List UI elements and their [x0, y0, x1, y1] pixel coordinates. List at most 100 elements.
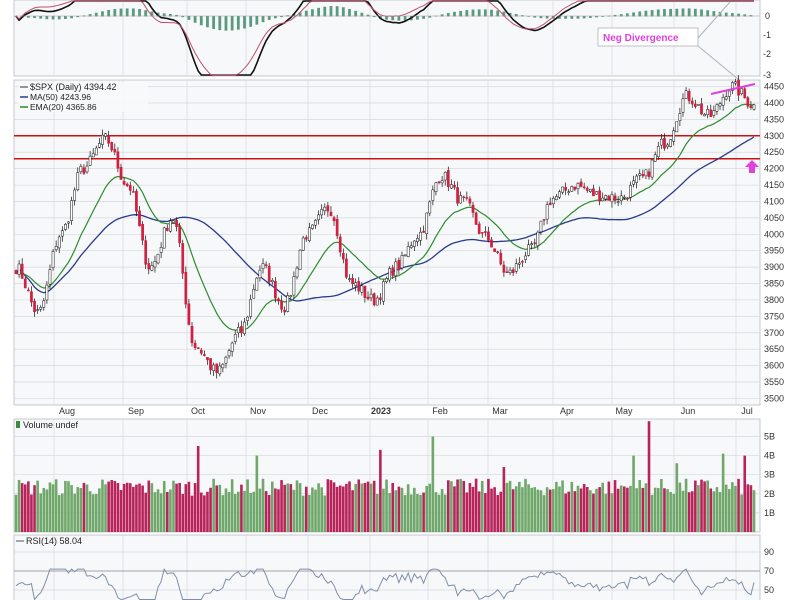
- candle-body: [465, 197, 469, 199]
- candle-body: [354, 282, 358, 286]
- candle-body: [369, 293, 373, 299]
- macd-histogram-bar: [391, 16, 395, 21]
- volume-bar: [267, 494, 271, 532]
- candle-body: [391, 267, 395, 276]
- volume-bar: [548, 489, 552, 532]
- volume-bar: [656, 488, 660, 532]
- candle-body: [715, 104, 719, 112]
- macd-histogram-bar: [187, 16, 191, 20]
- volume-bar: [431, 436, 435, 532]
- candle-body: [30, 291, 33, 303]
- volume-bar: [743, 455, 747, 532]
- macd-histogram-bar: [70, 16, 73, 19]
- candle-body: [341, 253, 345, 260]
- candle-body: [382, 281, 385, 302]
- candle-body: [326, 205, 330, 212]
- price-panel: 4450 4400 4350 4300 4250 4200 4150 4100 4050 4000…: [13, 75, 784, 416]
- volume-bar: [206, 491, 209, 532]
- macd-histogram-bar: [483, 9, 487, 17]
- volume-bar: [190, 495, 194, 532]
- volume-bar: [33, 485, 36, 532]
- macd-histogram-bar: [533, 16, 537, 18]
- candle-body: [236, 327, 240, 334]
- candle-body: [144, 240, 148, 265]
- volume-bar: [110, 480, 114, 532]
- x-axis-label: Apr: [560, 406, 574, 416]
- candle-body: [462, 196, 466, 198]
- volume-y-tick: 1B: [764, 508, 775, 518]
- volume-bar: [672, 493, 676, 532]
- macd-histogram-bar: [168, 14, 172, 17]
- candle-body: [187, 303, 191, 325]
- volume-bar: [428, 483, 432, 532]
- candle-body: [128, 185, 132, 191]
- volume-bar: [79, 488, 83, 532]
- macd-panel: 0 -1 -2 -3 Neg Divergence: [13, 0, 771, 85]
- volume-y-tick: 4B: [764, 451, 775, 461]
- price-y-tick: 3950: [764, 246, 784, 256]
- candle-body: [79, 166, 83, 173]
- candle-body: [323, 206, 327, 212]
- candle-body: [480, 232, 484, 234]
- volume-bar: [403, 495, 407, 532]
- candle-body: [209, 358, 212, 371]
- candle-body: [493, 248, 496, 252]
- volume-bar: [88, 491, 92, 532]
- volume-bar: [385, 479, 388, 532]
- volume-bar: [731, 482, 734, 532]
- candle-body: [527, 244, 530, 256]
- volume-bar: [595, 488, 598, 532]
- volume-bar: [354, 483, 357, 532]
- macd-histogram-bar: [700, 9, 703, 17]
- candle-body: [131, 191, 135, 193]
- volume-bar: [613, 480, 617, 532]
- volume-bar: [119, 490, 123, 532]
- candle-body: [641, 173, 645, 177]
- volume-bar: [425, 485, 428, 532]
- volume-bar: [687, 492, 691, 532]
- volume-bar: [348, 481, 351, 532]
- candle-body: [307, 227, 311, 241]
- volume-bar: [215, 485, 219, 532]
- volume-bar: [724, 484, 728, 532]
- candle-body: [650, 159, 654, 178]
- candle-body: [406, 246, 410, 257]
- candle-body: [629, 185, 632, 198]
- candle-body: [270, 280, 274, 283]
- price-y-tick: 4100: [764, 196, 784, 206]
- volume-bar: [233, 494, 237, 532]
- candle-body: [536, 231, 540, 246]
- volume-bar: [508, 480, 512, 532]
- volume-bar: [317, 483, 320, 532]
- candle-body: [409, 245, 413, 248]
- candle-body: [119, 166, 123, 180]
- candle-body: [468, 198, 472, 204]
- price-y-tick: 3900: [764, 262, 784, 272]
- volume-bar: [585, 487, 589, 532]
- volume-bar: [422, 492, 425, 532]
- candle-body: [622, 196, 626, 199]
- volume-bar: [85, 484, 89, 532]
- candle-body: [175, 219, 178, 227]
- volume-bar: [57, 495, 61, 532]
- volume-bar: [616, 488, 620, 532]
- candle-body: [400, 255, 404, 269]
- volume-bar: [558, 486, 561, 532]
- macd-histogram-bar: [730, 13, 734, 17]
- macd-histogram-bar: [329, 6, 333, 17]
- candle-body: [91, 153, 95, 158]
- volume-bar: [135, 484, 138, 532]
- volume-bar: [477, 491, 481, 532]
- volume-bar: [663, 488, 666, 532]
- candle-body: [471, 204, 475, 213]
- volume-bar: [545, 487, 549, 532]
- candle-body: [709, 109, 713, 117]
- candle-body: [221, 363, 225, 369]
- candle-body: [48, 269, 52, 285]
- up-arrow-icon: [745, 160, 759, 173]
- candle-body: [193, 342, 197, 348]
- candle-body: [233, 334, 237, 342]
- volume-bar: [511, 489, 515, 532]
- volume-bar: [23, 484, 27, 532]
